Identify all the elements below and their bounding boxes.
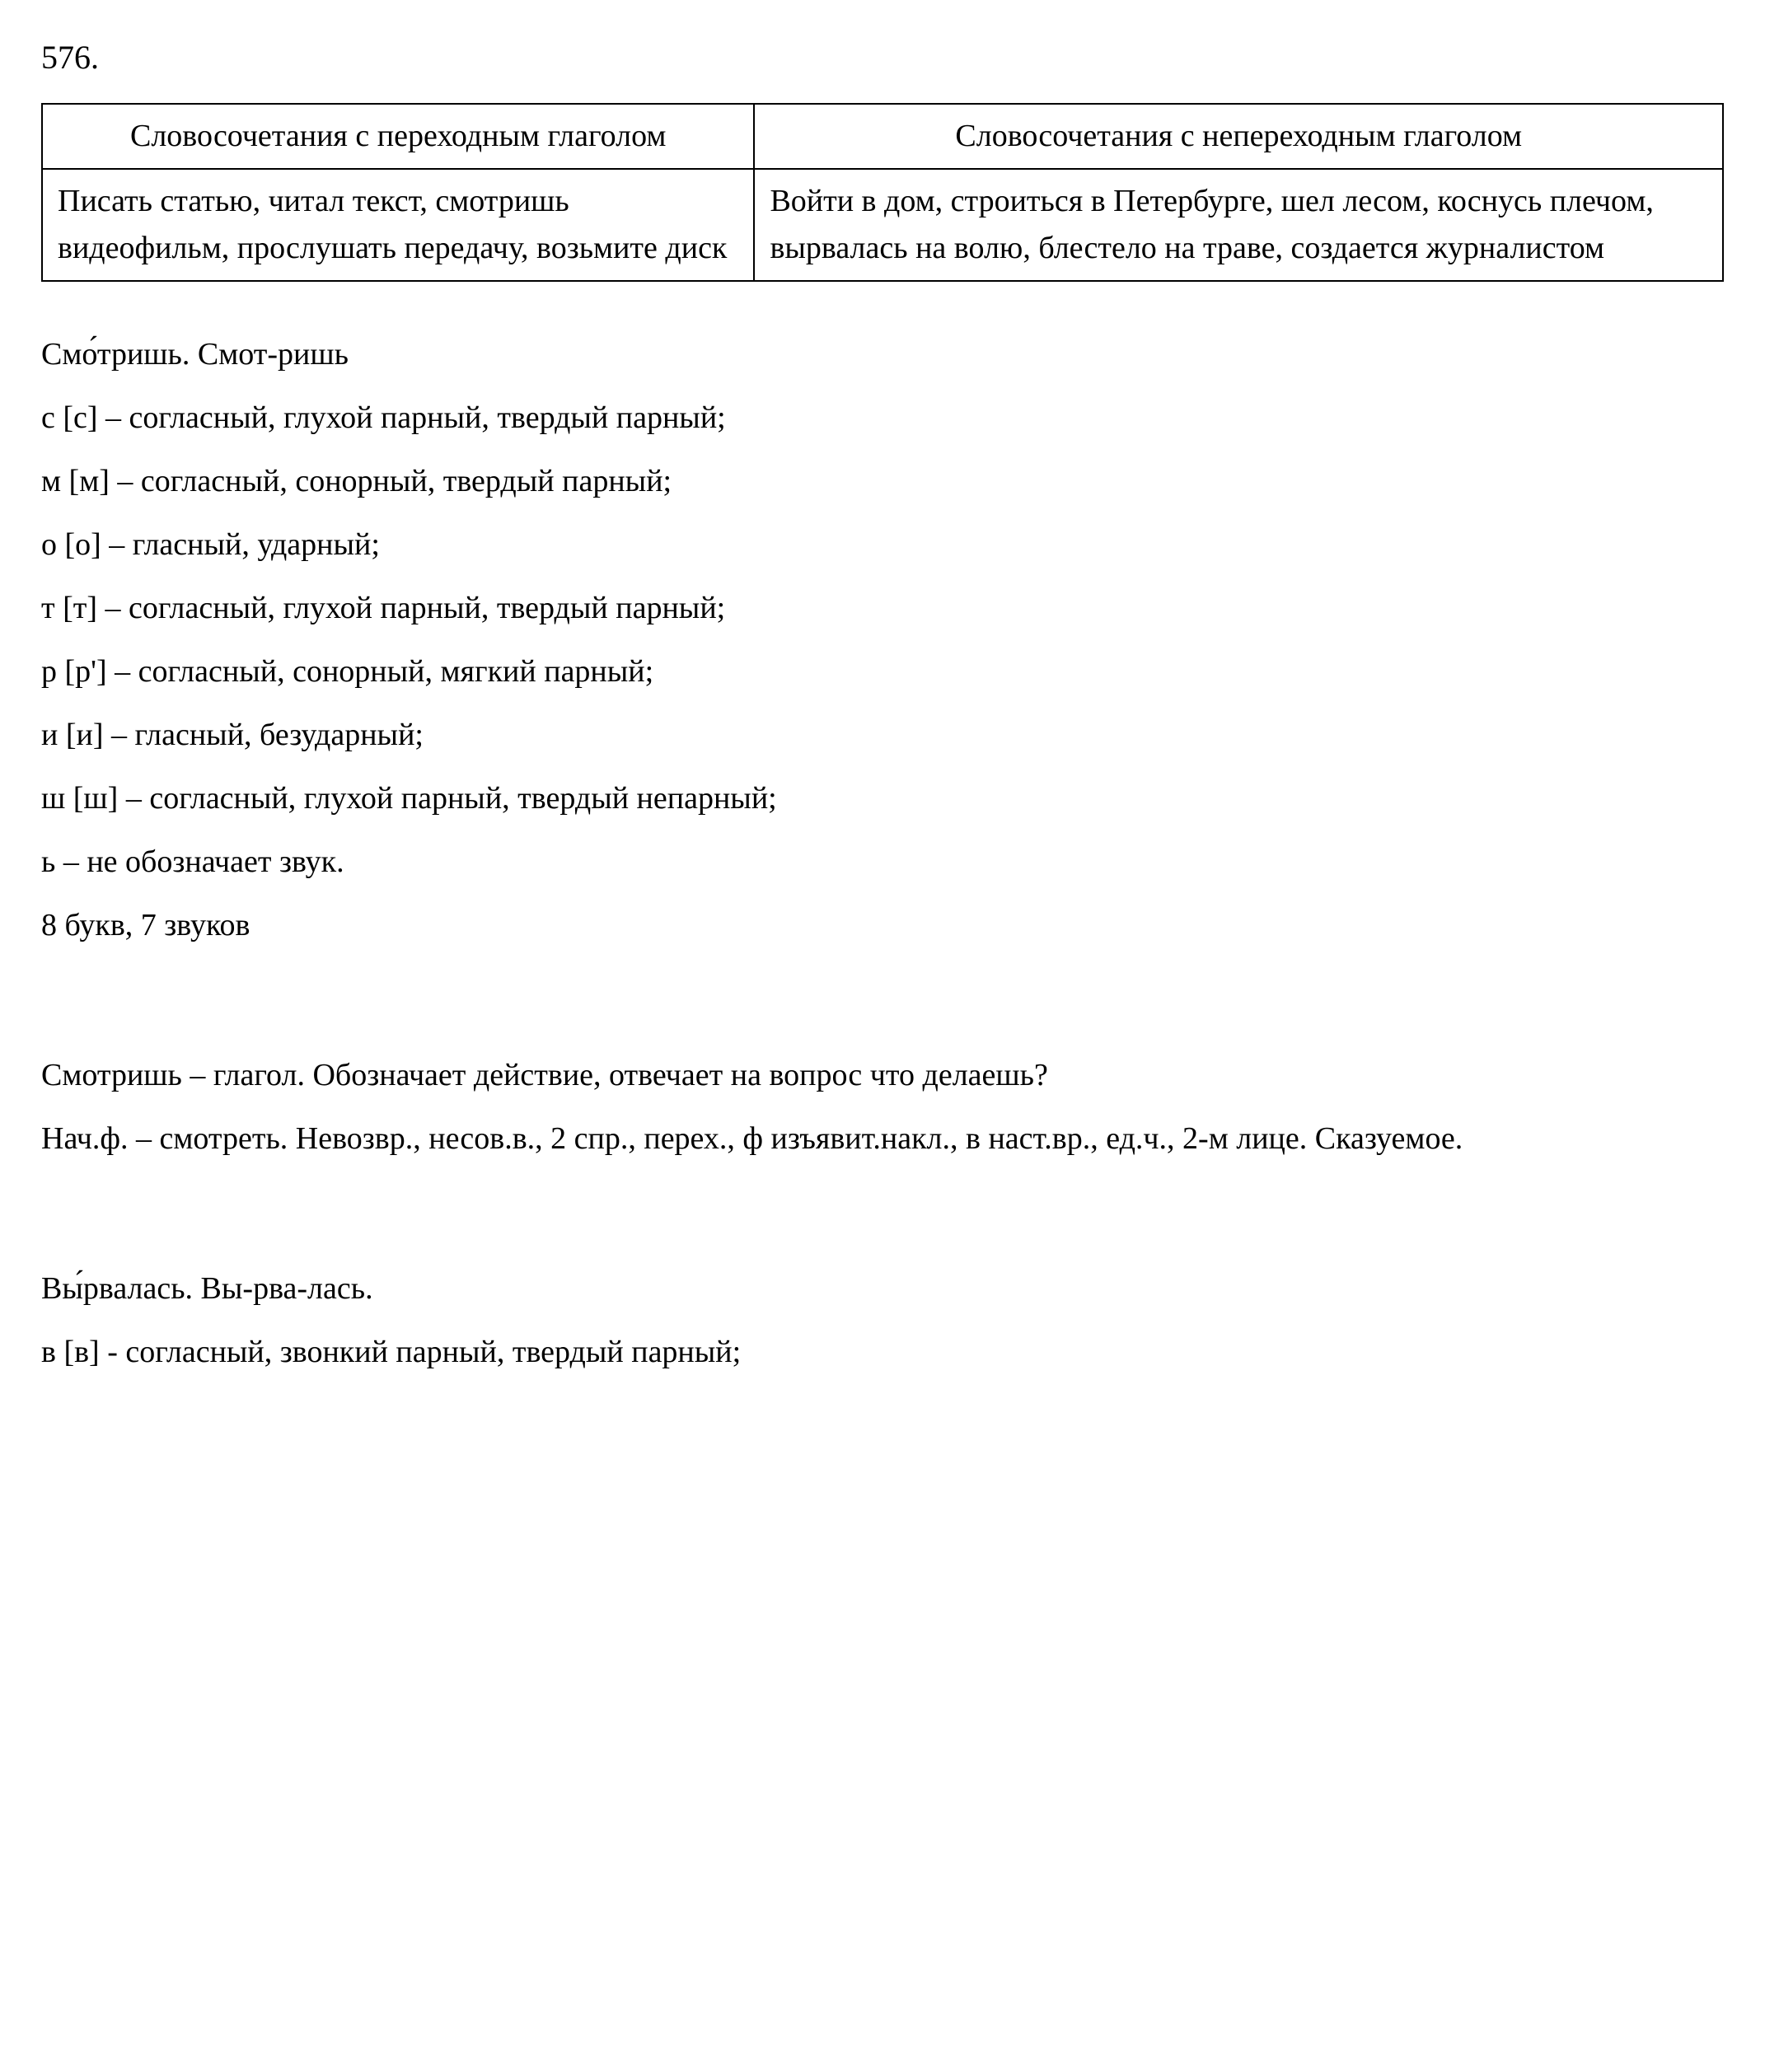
phonetic-line: м [м] – согласный, сонорный, твердый пар… — [41, 458, 1724, 505]
exercise-number: 576. — [41, 33, 1724, 82]
table-content-left: Писать статью, читал текст, смотришь вид… — [42, 169, 754, 281]
phonetic-line: и [и] – гласный, безударный; — [41, 712, 1724, 759]
word2-title: Вы́рвалась. Вы-рва-лась. — [41, 1265, 1724, 1312]
phonetic-line: ш [ш] – согласный, глухой парный, тверды… — [41, 775, 1724, 822]
phonetic-line: т [т] – согласный, глухой парный, тверды… — [41, 585, 1724, 632]
phonetic-line: о [о] – гласный, ударный; — [41, 522, 1724, 568]
letter-count: 8 букв, 7 звуков — [41, 902, 1724, 949]
table-header-left: Словосочетания с переходным глаголом — [42, 104, 754, 169]
verb-table: Словосочетания с переходным глаголом Сло… — [41, 103, 1724, 282]
table-content-right: Войти в дом, строиться в Петербурге, шел… — [754, 169, 1723, 281]
phonetic-line: в [в] - согласный, звонкий парный, тверд… — [41, 1329, 1724, 1376]
phonetic-line: ь – не обозначает звук. — [41, 839, 1724, 886]
phonetic-line: с [с] – согласный, глухой парный, тверды… — [41, 395, 1724, 442]
word1-title: Смо́тришь. Смот-ришь — [41, 331, 1724, 378]
phonetic-line: р [р'] – согласный, сонорный, мягкий пар… — [41, 648, 1724, 695]
table-header-right: Словосочетания с непереходным глаголом — [754, 104, 1723, 169]
morph-line1: Смотришь – глагол. Обозначает действие, … — [41, 1052, 1724, 1099]
morph-line2: Нач.ф. – смотреть. Невозвр., несов.в., 2… — [41, 1116, 1724, 1162]
